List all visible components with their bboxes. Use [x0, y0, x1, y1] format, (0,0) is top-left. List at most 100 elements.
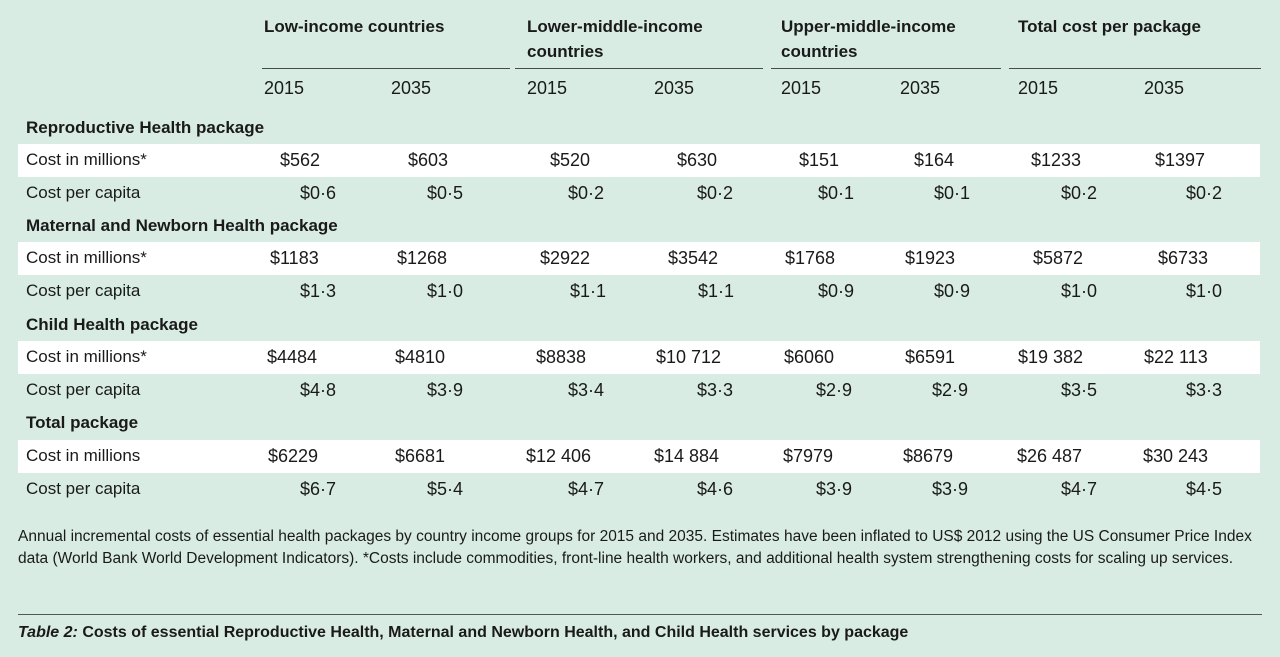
- table-cell: $3·3: [697, 380, 734, 400]
- table-cell: $6·7: [300, 479, 337, 499]
- year-header: 2015: [264, 78, 305, 98]
- table-row: Cost in millions $6229 $6681 $12 406 $14…: [18, 440, 1260, 473]
- group-rule: [1009, 68, 1261, 69]
- table-cell: $4810: [395, 347, 446, 367]
- section-title-child-health: Child Health package: [26, 315, 198, 334]
- section-title-reproductive: Reproductive Health package: [26, 118, 265, 137]
- table-cell: $1268: [397, 248, 448, 268]
- table-cell: $1923: [905, 248, 956, 268]
- group-rule: [515, 68, 763, 69]
- table-title-text: Costs of essential Reproductive Health, …: [82, 624, 909, 641]
- group-rule: [262, 68, 510, 69]
- table-cell: $8838: [536, 347, 587, 367]
- table-cell: $2·9: [816, 380, 853, 400]
- table-cell: $4·7: [1061, 479, 1098, 499]
- table-cell: $0·1: [818, 183, 855, 203]
- table-cell: $1·0: [1186, 281, 1223, 301]
- table-cell: $14 884: [654, 446, 720, 466]
- table-cell: $1·1: [570, 281, 607, 301]
- table-cell: $0·2: [568, 183, 605, 203]
- table-cell: $22 113: [1144, 347, 1208, 367]
- table-cell: $3·9: [427, 380, 464, 400]
- table-row: Cost per capita $0·6 $0·5 $0·2 $0·2 $0·1…: [18, 177, 1260, 210]
- table-caption: Annual incremental costs of essential he…: [18, 528, 1252, 567]
- caption-divider: [18, 614, 1262, 615]
- table-cell: $1183: [270, 248, 319, 268]
- table-cell: $5872: [1033, 248, 1084, 268]
- table-cell: $151: [799, 150, 840, 170]
- table-cell: $562: [280, 150, 321, 170]
- year-header: 2015: [527, 78, 568, 98]
- table-cell: $6229: [268, 446, 319, 466]
- table-cell: $0·5: [427, 183, 464, 203]
- table-row: Cost per capita $4·8 $3·9 $3·4 $3·3 $2·9…: [18, 374, 1260, 407]
- table-cell: $2·9: [932, 380, 969, 400]
- table-cell: $1768: [785, 248, 836, 268]
- table-cell: $5·4: [427, 479, 464, 499]
- table-cell: $6681: [395, 446, 446, 466]
- table-row: Cost in millions* $4484 $4810 $8838 $10 …: [18, 341, 1260, 374]
- table-cell: $4·7: [568, 479, 605, 499]
- table-cell: $3·5: [1061, 380, 1098, 400]
- table-cell: $19 382: [1018, 347, 1084, 367]
- table-cell: $0·6: [300, 183, 337, 203]
- table-cell: $3·9: [932, 479, 969, 499]
- table-cell: $12 406: [526, 446, 592, 466]
- row-label: Cost per capita: [26, 281, 141, 300]
- table-cell: $1·0: [427, 281, 464, 301]
- table-row: Cost per capita $6·7 $5·4 $4·7 $4·6 $3·9…: [18, 473, 1260, 506]
- year-header: 2035: [391, 78, 432, 98]
- table-row: Cost per capita $1·3 $1·0 $1·1 $1·1 $0·9…: [18, 275, 1260, 308]
- table-cell: $4484: [267, 347, 318, 367]
- table-number: Table 2:: [18, 624, 78, 641]
- group-rule: [771, 68, 1001, 69]
- table-cell: $3·3: [1186, 380, 1223, 400]
- table-cell: $4·6: [697, 479, 734, 499]
- year-header: 2035: [1144, 78, 1185, 98]
- row-label: Cost per capita: [26, 183, 141, 202]
- table-cell: $7979: [783, 446, 834, 466]
- table-row: Cost in millions* $1183 $1268 $2922 $354…: [18, 242, 1260, 275]
- row-label: Cost in millions*: [26, 248, 147, 267]
- year-header: 2015: [781, 78, 822, 98]
- table-cell: $3542: [668, 248, 719, 268]
- row-label: Cost in millions: [26, 446, 141, 465]
- row-label: Cost in millions*: [26, 150, 147, 169]
- table-cell: $30 243: [1143, 446, 1209, 466]
- table-cell: $164: [914, 150, 955, 170]
- table-cell: $26 487: [1017, 446, 1083, 466]
- table-cell: $0·2: [1061, 183, 1098, 203]
- section-title-maternal-newborn: Maternal and Newborn Health package: [26, 216, 338, 235]
- table-cell: $4·5: [1186, 479, 1223, 499]
- table-cell: $6591: [905, 347, 956, 367]
- table-cell: $1·1: [698, 281, 735, 301]
- table-cell: $630: [677, 150, 718, 170]
- year-header: 2035: [654, 78, 695, 98]
- table-cell: $8679: [903, 446, 954, 466]
- table-cell: $10 712: [656, 347, 722, 367]
- table-cell: $0·2: [697, 183, 734, 203]
- table-cell: $0·9: [934, 281, 971, 301]
- row-label: Cost in millions*: [26, 347, 147, 366]
- table-cell: $2922: [540, 248, 591, 268]
- table-cell: $0·2: [1186, 183, 1223, 203]
- table-cell: $6060: [784, 347, 835, 367]
- table-cell: $0·9: [818, 281, 855, 301]
- row-label: Cost per capita: [26, 479, 141, 498]
- group-header-total-cost: Total cost per package: [1018, 17, 1201, 36]
- table-cell: $603: [408, 150, 449, 170]
- table-title: Table 2: Costs of essential Reproductive…: [18, 622, 908, 644]
- table-cell: $1397: [1155, 150, 1206, 170]
- table-cell: $4·8: [300, 380, 337, 400]
- group-header-upper-middle-income: Upper-middle-income countries: [781, 17, 956, 61]
- table-cell: $3·4: [568, 380, 605, 400]
- table-cell: $0·1: [934, 183, 971, 203]
- table-cell: $1·3: [300, 281, 337, 301]
- row-label: Cost per capita: [26, 380, 141, 399]
- table-row: Cost in millions* $562 $603 $520 $630 $1…: [18, 144, 1260, 177]
- table-cell: $1·0: [1061, 281, 1098, 301]
- year-header: 2015: [1018, 78, 1059, 98]
- year-header: 2035: [900, 78, 941, 98]
- table-cell: $3·9: [816, 479, 853, 499]
- table-cell: $1233: [1031, 150, 1082, 170]
